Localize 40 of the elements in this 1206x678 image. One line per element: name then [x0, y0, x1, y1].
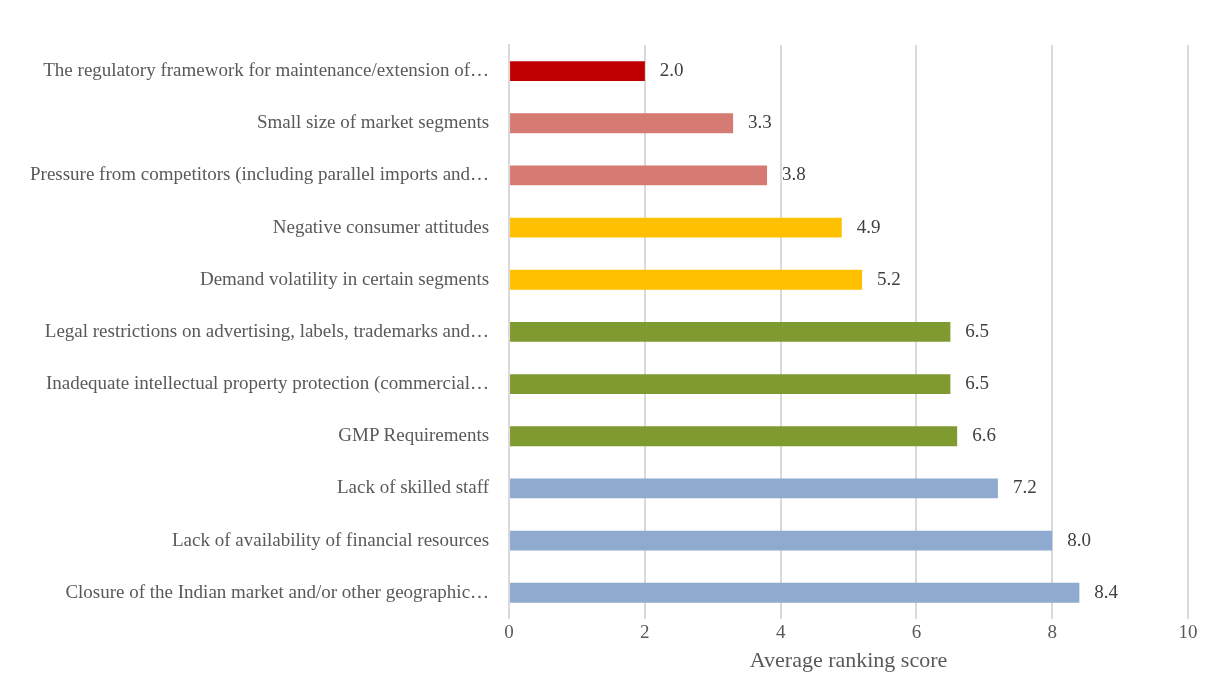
data-label: 6.6: [972, 424, 996, 446]
bar: [510, 61, 645, 81]
data-label: 3.3: [748, 111, 772, 133]
x-tick-label: 2: [640, 621, 650, 643]
data-label: 3.8: [782, 163, 806, 185]
data-label: 6.5: [965, 319, 990, 341]
data-label: 8.4: [1094, 580, 1119, 602]
y-tick-label: The regulatory framework for maintenance/extension of…: [43, 59, 490, 81]
y-tick-label: Inadequate intellectual property protection (commercial…: [45, 372, 490, 395]
x-tick-label: 6: [911, 621, 922, 643]
y-tick-label: Lack of skilled staff: [336, 476, 490, 498]
bar: [510, 165, 768, 186]
data-label: 5.2: [877, 267, 901, 289]
y-tick-label: Closure of the Indian market and/or other geographic…: [65, 580, 490, 602]
y-tick-label: Lack of availability of financial resources: [172, 528, 490, 550]
bar: [510, 478, 998, 499]
bar: [510, 530, 1053, 551]
bar: [510, 321, 951, 342]
x-tick-label: 8: [1047, 621, 1057, 643]
x-tick-label: 4: [775, 621, 786, 643]
data-label: 6.5: [965, 372, 990, 394]
bar: [510, 113, 734, 134]
bar: [510, 217, 842, 238]
data-label: 4.9: [856, 215, 881, 237]
data-label: 7.2: [1012, 476, 1037, 498]
x-tick-label: 10: [1178, 621, 1198, 643]
bar: [510, 426, 958, 447]
y-tick-label: Legal restrictions on advertising, labels, trademarks and…: [44, 319, 490, 341]
y-tick-label: Negative consumer attitudes: [272, 215, 490, 237]
y-tick-label: GMP Requirements: [338, 424, 490, 446]
x-tick-label: 0: [504, 621, 514, 643]
bar: [510, 582, 1080, 603]
y-tick-label: Small size of market segments: [256, 111, 490, 133]
y-tick-label: Demand volatility in certain segments: [199, 267, 490, 289]
y-tick-label: Pressure from competitors (including parallel imports and…: [30, 163, 490, 186]
x-axis-title: Average ranking score: [749, 646, 948, 672]
data-label: 2.0: [659, 59, 684, 81]
bar: [510, 269, 863, 290]
bar: [510, 374, 951, 394]
data-label: 8.0: [1067, 528, 1091, 550]
